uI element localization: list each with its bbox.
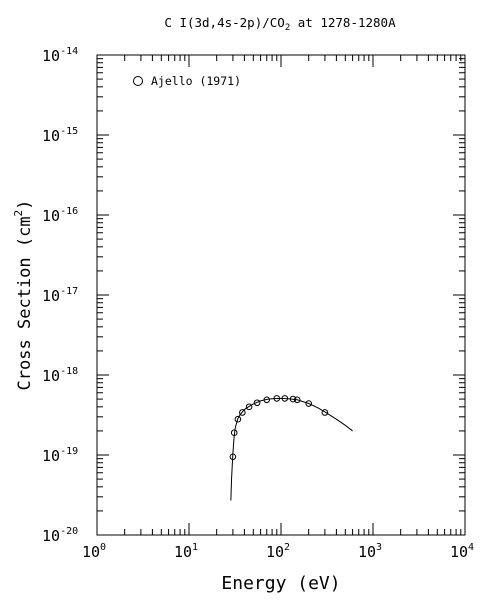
y-tick-label: 10-15 [42, 126, 78, 145]
x-tick-label: 103 [358, 542, 382, 561]
y-tick-exponent: -18 [60, 366, 78, 377]
y-tick-label: 10-14 [42, 46, 78, 65]
axis-ticks [96, 55, 465, 536]
y-tick-base: 10 [42, 287, 60, 305]
y-tick-base: 10 [42, 207, 60, 225]
title-subscript: 2 [285, 23, 290, 33]
y-tick-exponent: -20 [60, 526, 78, 537]
data-point [293, 396, 301, 404]
x-tick-base: 10 [450, 543, 468, 561]
x-tick-base: 10 [82, 543, 100, 561]
data-point [321, 409, 329, 416]
y-tick-base: 10 [42, 47, 60, 65]
x-tick-exponent: 1 [192, 542, 198, 553]
y-tick-base: 10 [42, 367, 60, 385]
x-tick-base: 10 [358, 543, 376, 561]
x-tick-exponent: 0 [100, 542, 106, 553]
y-tick-exponent: -17 [60, 286, 78, 297]
x-tick-label: 102 [266, 542, 290, 561]
data-point [273, 395, 281, 402]
fit-curve [230, 397, 353, 501]
ylabel-superscript: 2 [12, 210, 25, 217]
data-point [229, 453, 237, 461]
x-tick-label: 104 [450, 542, 474, 561]
y-tick-exponent: -16 [60, 206, 78, 217]
data-point [289, 395, 297, 403]
data-points [229, 395, 329, 461]
plot-frame [96, 54, 466, 536]
title-main: C I(3d,4s-2p)/CO [164, 15, 284, 30]
y-tick-label: 10-16 [42, 206, 78, 225]
data-point [253, 399, 261, 407]
y-tick-label: 10-19 [42, 446, 78, 465]
y-tick-label: 10-20 [42, 526, 78, 545]
data-point [245, 403, 253, 411]
ylabel-close: ) [15, 200, 35, 210]
legend: Ajello (1971) [133, 74, 241, 88]
data-point [234, 415, 242, 423]
y-tick-label: 10-18 [42, 366, 78, 385]
data-point [239, 409, 246, 416]
legend-marker [133, 76, 143, 86]
data-point [281, 395, 289, 402]
y-tick-base: 10 [42, 447, 60, 465]
title-tail: at 1278-1280A [290, 15, 396, 30]
y-tick-base: 10 [42, 527, 60, 545]
data-point [305, 400, 312, 407]
y-axis-label: Cross Section (cm2) [12, 200, 35, 391]
data-point [263, 396, 271, 404]
x-tick-label: 101 [174, 542, 198, 561]
y-tick-exponent: -19 [60, 446, 78, 457]
x-tick-label: 100 [82, 542, 106, 561]
x-tick-exponent: 4 [468, 542, 474, 553]
chart-title: C I(3d,4s-2p)/CO2 at 1278-1280A [164, 15, 396, 33]
y-tick-base: 10 [42, 127, 60, 145]
x-tick-labels: 100 101 102 103 104 [82, 542, 474, 561]
data-point [230, 429, 238, 436]
y-tick-exponent: -14 [60, 46, 78, 57]
ylabel-main: Cross Section (cm [15, 216, 35, 390]
x-tick-exponent: 3 [376, 542, 382, 553]
legend-label: Ajello (1971) [151, 74, 241, 88]
x-tick-exponent: 2 [284, 542, 290, 553]
x-tick-base: 10 [266, 543, 284, 561]
x-tick-base: 10 [174, 543, 192, 561]
y-tick-label: 10-17 [42, 286, 78, 305]
y-tick-exponent: -15 [60, 126, 78, 137]
x-axis-label: Energy (eV) [221, 573, 340, 594]
